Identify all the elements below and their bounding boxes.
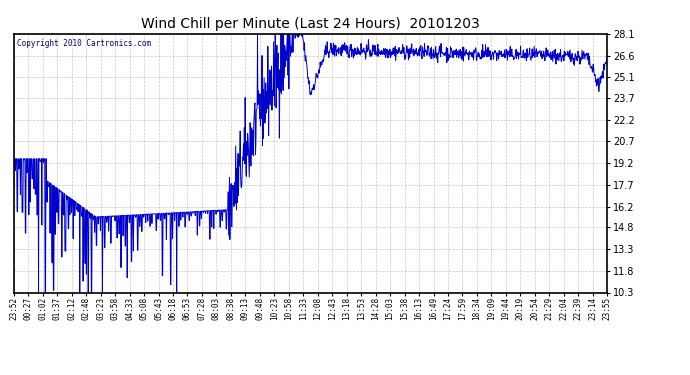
Title: Wind Chill per Minute (Last 24 Hours)  20101203: Wind Chill per Minute (Last 24 Hours) 20… [141,17,480,31]
Text: Copyright 2010 Cartronics.com: Copyright 2010 Cartronics.com [17,39,151,48]
